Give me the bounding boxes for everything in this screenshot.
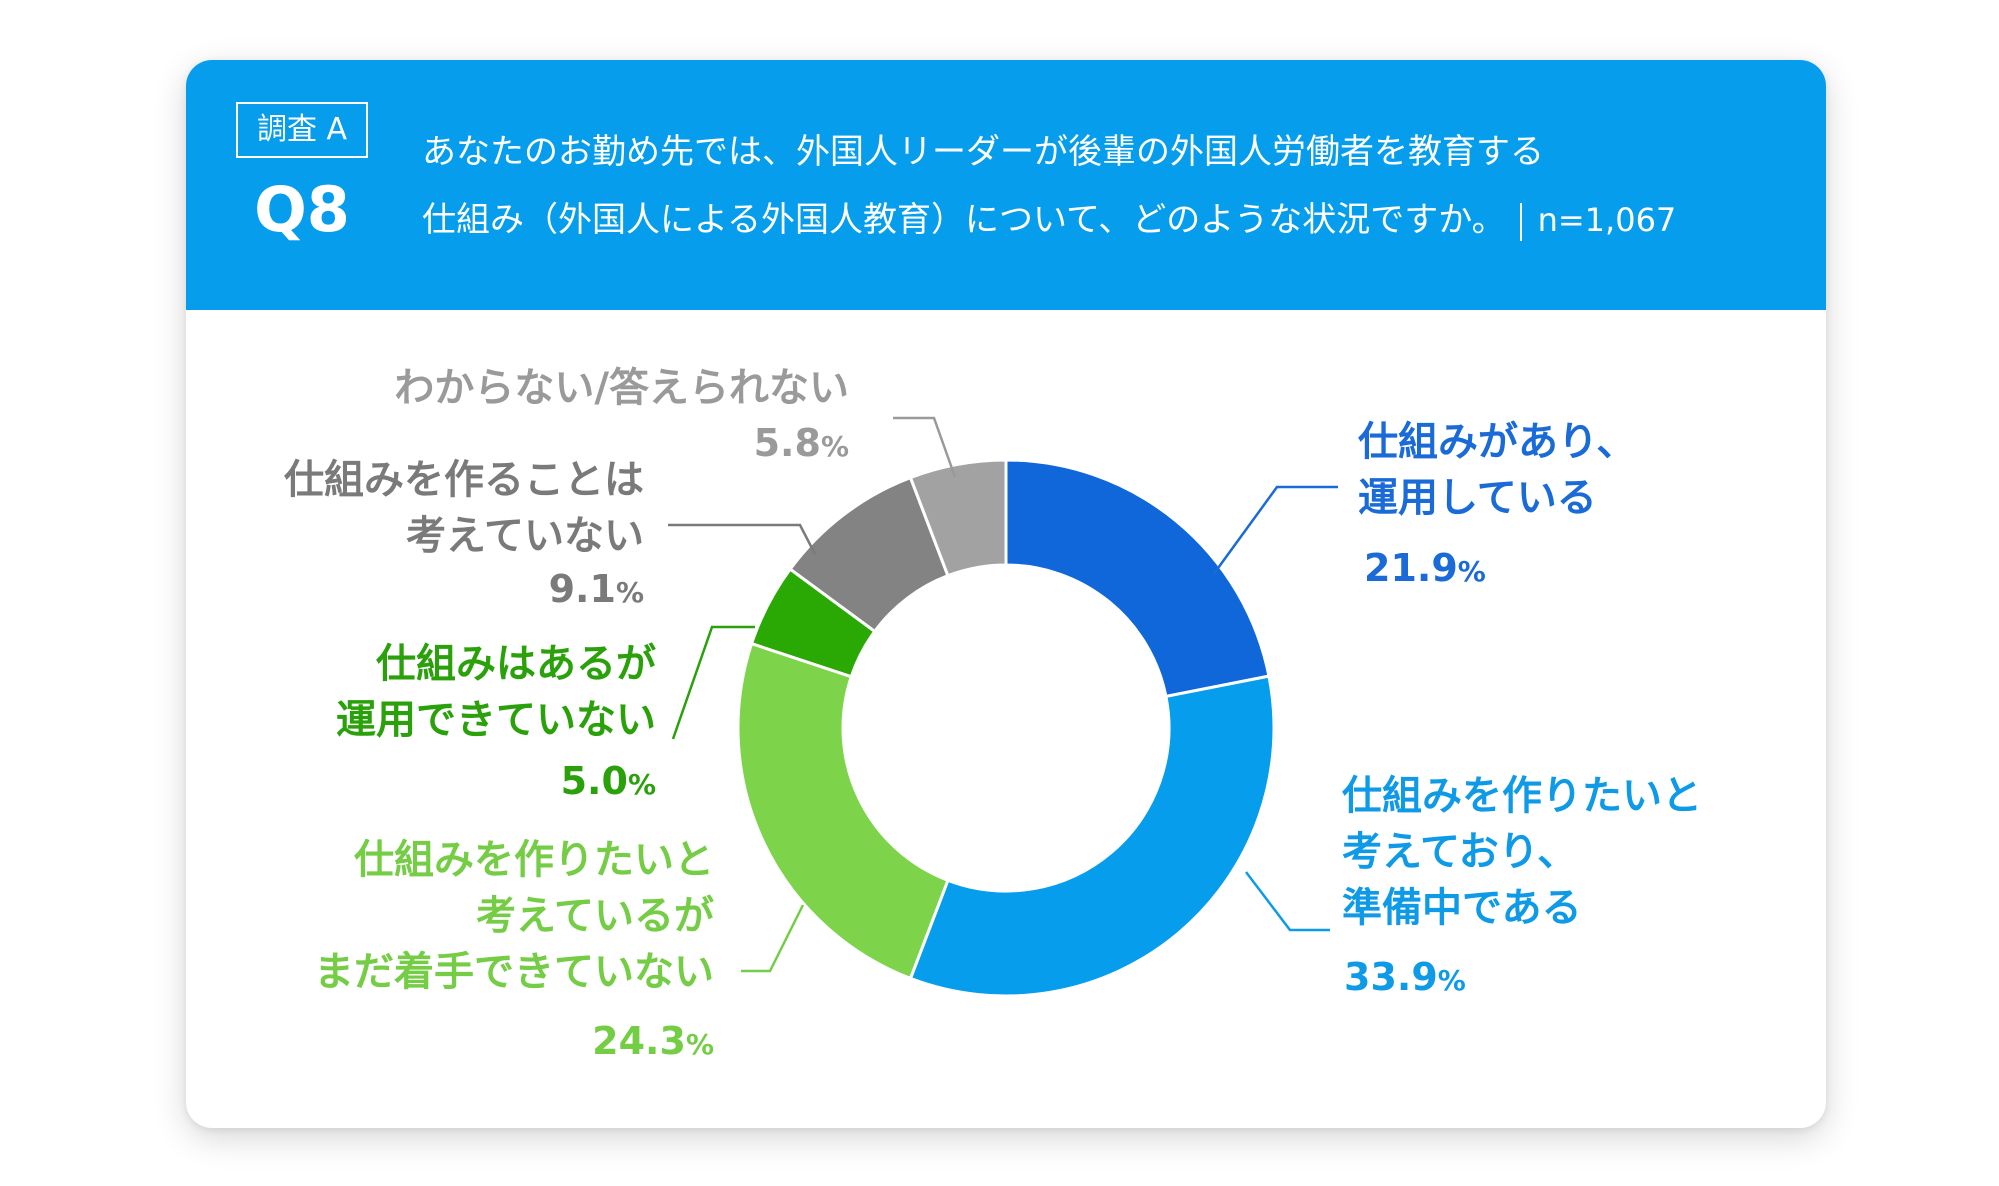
label-operating-line2: 運用している [1358,475,1597,521]
value-preparing-number: 33.9 [1344,955,1438,999]
label-no-plan-line1: 仕組みを作ることは [284,457,644,503]
label-no-plan: 仕組みを作ることは 考えていない [284,452,644,564]
leader-line-not-operating [671,625,755,740]
label-not-started-line2: 考えているが [476,893,714,939]
label-not-operating-line2: 運用できていない [336,697,656,743]
label-not-operating: 仕組みはあるが 運用できていない [336,636,656,748]
value-operating-unit: % [1457,555,1486,588]
label-not-started: 仕組みを作りたいと 考えているが まだ着手できていない [314,832,714,1000]
label-unknown-line1: わからない/答えられない [394,365,849,411]
label-preparing-line1: 仕組みを作りたいと [1342,773,1702,819]
question-text-line2: 仕組み（外国人による外国人教育）について、どのような状況ですか。 n=1,067 [422,190,1676,250]
donut-slice-operating [1004,458,1271,699]
divider [1519,202,1522,241]
value-unknown-number: 5.8 [753,421,821,465]
question-text-line2-main: 仕組み（外国人による外国人教育）について、どのような状況ですか。 [422,200,1506,240]
value-preparing-unit: % [1437,964,1466,997]
label-not-started-line3: まだ着手できていない [314,949,714,995]
value-not-operating-number: 5.0 [560,759,628,803]
value-no-plan-number: 9.1 [548,567,616,611]
question-text-line1: あなたのお勤め先では、外国人リーダーが後輩の外国人労働者を教育する [422,132,1544,172]
value-operating: 21.9% [1364,545,1486,595]
label-operating-line1: 仕組みがあり、 [1358,419,1637,465]
value-not-started-number: 24.3 [592,1019,686,1063]
sample-size: n=1,067 [1537,201,1677,239]
survey-label: 調査 A [236,102,368,158]
donut-slice-unknown [908,458,1008,578]
label-unknown: わからない/答えられない [394,360,849,416]
leader-line-unknown [893,416,957,478]
value-no-plan: 9.1% [549,566,644,616]
question-header: 調査 A Q8 あなたのお勤め先では、外国人リーダーが後輩の外国人労働者を教育す… [186,60,1826,310]
value-operating-number: 21.9 [1364,546,1458,590]
label-operating: 仕組みがあり、 運用している [1358,414,1636,526]
label-no-plan-line2: 考えていない [406,513,644,559]
leader-line-not-started [741,904,805,973]
donut-slice-not-started [736,641,950,981]
value-preparing: 33.9% [1344,954,1466,1004]
label-preparing: 仕組みを作りたいと 考えており、 準備中である [1342,768,1702,936]
question-number: Q8 [254,173,350,246]
value-not-operating-unit: % [627,768,656,801]
value-no-plan-unit: % [615,576,644,609]
value-not-operating: 5.0% [561,758,656,808]
value-unknown: 5.8% [754,420,849,470]
leader-line-operating [1211,485,1338,576]
label-not-started-line1: 仕組みを作りたいと [354,837,714,883]
leader-line-preparing [1245,871,1330,932]
donut-slice-preparing [908,674,1276,998]
leader-line-no-plan [668,523,817,555]
label-preparing-line3: 準備中である [1342,885,1582,931]
label-preparing-line2: 考えており、 [1342,829,1578,875]
value-not-started: 24.3% [592,1018,714,1068]
value-not-started-unit: % [685,1028,714,1061]
value-unknown-unit: % [820,430,849,463]
label-not-operating-line1: 仕組みはあるが [376,641,656,687]
